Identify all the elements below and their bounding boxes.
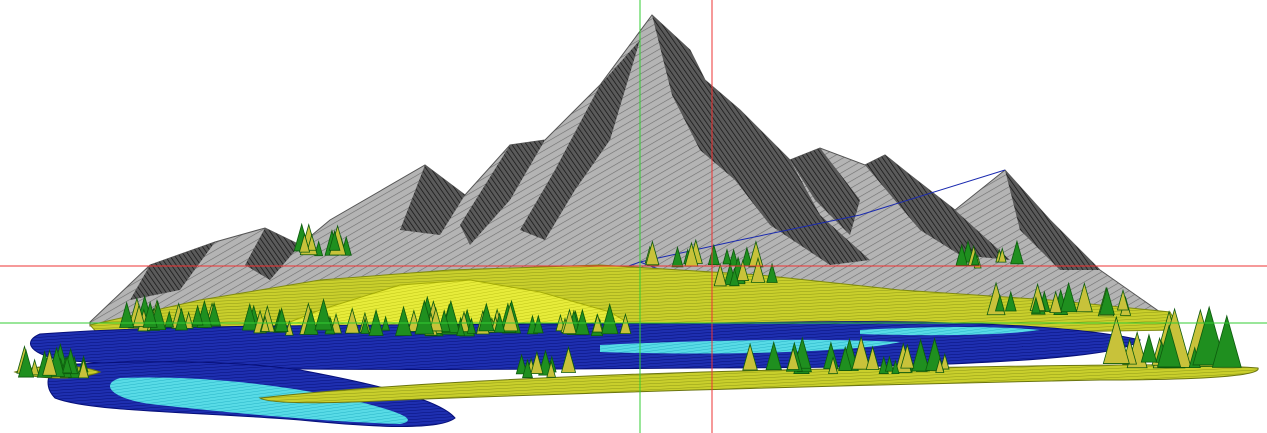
- tree: [522, 358, 533, 379]
- tree: [142, 300, 158, 328]
- tree: [600, 302, 619, 335]
- tree: [574, 308, 590, 335]
- tree: [1116, 288, 1130, 311]
- rock-face: [460, 140, 545, 245]
- tree: [303, 307, 319, 335]
- tree: [466, 317, 477, 334]
- tree: [314, 298, 333, 331]
- tree: [750, 256, 766, 283]
- tree: [395, 305, 413, 336]
- tree: [29, 358, 40, 376]
- tree: [428, 306, 443, 332]
- tree: [971, 250, 980, 266]
- rock-face: [520, 40, 640, 240]
- tree: [119, 301, 135, 328]
- tree: [344, 307, 360, 334]
- tree: [274, 307, 289, 332]
- tree: [645, 240, 660, 266]
- rock-face: [130, 242, 215, 300]
- tree: [713, 262, 727, 287]
- tree: [478, 302, 495, 332]
- rock-face: [790, 148, 860, 235]
- tree: [207, 301, 222, 327]
- tree: [1031, 296, 1041, 314]
- tree: [865, 345, 880, 370]
- tree: [1157, 324, 1182, 368]
- tree: [530, 350, 544, 375]
- rock-face: [400, 165, 465, 235]
- tree: [298, 232, 311, 253]
- tree: [1075, 281, 1093, 313]
- tree: [191, 304, 204, 326]
- tree: [786, 347, 800, 370]
- tree: [328, 229, 341, 251]
- tree: [306, 233, 317, 251]
- tree: [1099, 286, 1115, 315]
- tree: [241, 302, 258, 331]
- tree: [729, 267, 740, 287]
- tree: [707, 243, 720, 265]
- tree: [546, 360, 557, 378]
- tree: [1004, 290, 1017, 312]
- tree: [671, 245, 684, 268]
- tree: [940, 352, 950, 370]
- tree-layer: [16, 222, 1242, 379]
- tree: [935, 356, 945, 373]
- rock-face: [1005, 170, 1100, 270]
- tree: [997, 247, 1007, 263]
- tree: [828, 356, 839, 374]
- river-highlight: [110, 377, 408, 424]
- tree: [911, 338, 930, 372]
- lake-reflection: [860, 327, 1040, 336]
- tree: [17, 348, 35, 378]
- tree: [1010, 239, 1024, 265]
- tree: [851, 335, 871, 370]
- tree: [722, 248, 732, 265]
- tree: [533, 314, 544, 334]
- tree: [77, 358, 90, 379]
- rock-face: [245, 228, 300, 280]
- tree: [1140, 333, 1158, 363]
- tree: [515, 353, 528, 375]
- foreground-ground: [258, 364, 1259, 404]
- tree: [884, 355, 894, 372]
- tree: [736, 258, 750, 281]
- tree: [1060, 281, 1078, 313]
- tree: [360, 317, 370, 334]
- tree: [838, 345, 853, 371]
- tree: [183, 311, 194, 329]
- tree: [42, 348, 58, 376]
- tree: [766, 262, 778, 283]
- tree: [1102, 315, 1130, 364]
- tree: [994, 293, 1005, 312]
- tree: [174, 307, 188, 331]
- tree: [414, 299, 435, 335]
- tree: [955, 243, 969, 266]
- tree: [562, 308, 577, 335]
- tree: [742, 342, 758, 371]
- rock-face: [652, 15, 870, 265]
- tree: [1049, 290, 1063, 314]
- tree: [456, 320, 466, 337]
- tree: [132, 303, 146, 327]
- tree: [900, 343, 915, 369]
- tree: [560, 345, 577, 373]
- rock-face: [865, 155, 1010, 260]
- tree: [407, 309, 421, 332]
- tree: [437, 309, 451, 332]
- tree: [1211, 314, 1242, 368]
- tree: [260, 315, 270, 332]
- tree: [502, 302, 519, 332]
- tree: [62, 355, 73, 374]
- tree: [619, 312, 632, 335]
- tree: [765, 340, 782, 371]
- tree: [891, 359, 900, 374]
